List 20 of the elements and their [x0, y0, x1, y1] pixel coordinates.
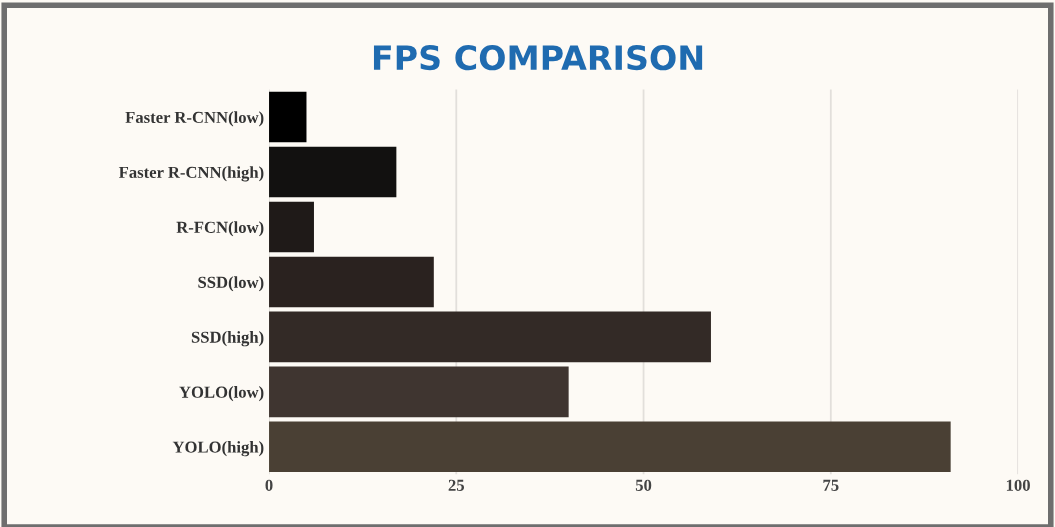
x-tick-label: 0 [265, 479, 273, 491]
bar [269, 256, 434, 308]
bar [269, 366, 569, 418]
y-tick-label: YOLO(high) [172, 441, 264, 457]
y-tick-label: R-FCN(low) [176, 221, 264, 237]
x-tick-label: 75 [823, 479, 839, 491]
bar [269, 311, 711, 363]
y-tick-label: Faster R-CNN(high) [118, 166, 264, 182]
y-tick-label: SSD(high) [191, 331, 264, 347]
bar [269, 146, 397, 198]
x-tick-label: 50 [635, 479, 652, 491]
y-tick-label: YOLO(low) [179, 386, 264, 402]
bar [269, 201, 314, 253]
x-tick-label: 100 [1006, 479, 1030, 491]
bar [269, 91, 307, 143]
bar [269, 421, 951, 473]
chart-title: FPS COMPARISON [373, 45, 703, 71]
y-tick-label: SSD(low) [198, 276, 264, 292]
y-tick-label: Faster R-CNN(low) [125, 111, 264, 127]
x-tick-label: 25 [448, 479, 465, 491]
